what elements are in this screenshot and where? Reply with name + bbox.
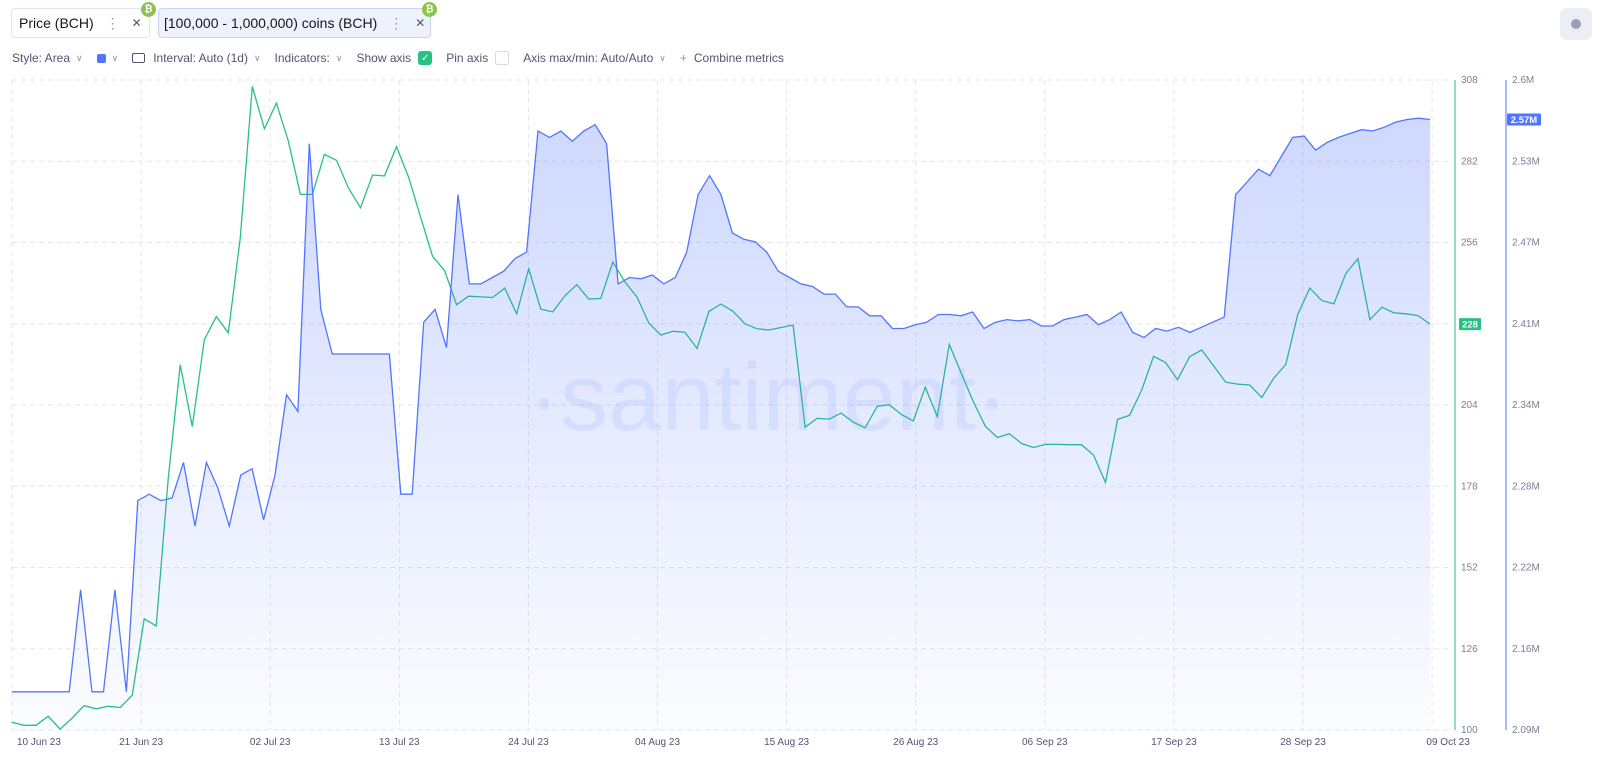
pin-axis-toggle[interactable]: Pin axis xyxy=(446,51,510,65)
close-icon[interactable]: ✕ xyxy=(131,16,142,30)
color-swatch xyxy=(96,53,106,63)
holders-last-value-badge xyxy=(1507,113,1541,126)
holders-last-value-label: 2.57M xyxy=(1511,115,1537,126)
metric-tab-price[interactable]: Price (BCH) ⋮ ✕ ₿ xyxy=(11,2,156,38)
chevron-down-icon: ∨ xyxy=(335,52,343,63)
style-dropdown[interactable]: Style: Area ∨ xyxy=(12,51,83,65)
price-axis-tick: 282 xyxy=(1461,156,1478,167)
x-tick-label: 21 Jun 23 xyxy=(119,737,163,748)
axis-maxmin-label: Axis max/min: Auto/Auto xyxy=(523,51,654,65)
price-axis-tick: 178 xyxy=(1461,481,1478,492)
x-tick-label: 17 Sep 23 xyxy=(1151,737,1197,748)
bitcoin-cash-icon: ₿ xyxy=(422,2,437,17)
holders-axis-tick: 2.22M xyxy=(1512,563,1540,574)
metric-tab-label: [100,000 - 1,000,000) coins (BCH) xyxy=(164,15,378,31)
chart-toolbar: Style: Area ∨ ∨ Interval: Auto (1d) ∨ In… xyxy=(12,48,798,68)
holders-axis-tick: 2.28M xyxy=(1512,481,1540,492)
checkbox-unchecked-icon[interactable] xyxy=(495,51,510,65)
x-tick-label: 26 Aug 23 xyxy=(893,737,938,748)
x-tick-label: 10 Jun 23 xyxy=(17,737,61,748)
price-axis-tick: 152 xyxy=(1461,563,1478,574)
close-icon[interactable]: ✕ xyxy=(415,16,426,30)
interval-label: Interval: Auto (1d) xyxy=(153,51,248,65)
x-tick-label: 24 Jul 23 xyxy=(508,737,549,748)
combine-metrics-label: Combine metrics xyxy=(693,51,784,65)
holders-axis-tick: 2.53M xyxy=(1512,156,1540,167)
show-axis-label: Show axis xyxy=(356,51,412,65)
holders-area-fill xyxy=(12,118,1430,730)
chevron-down-icon: ∨ xyxy=(659,52,666,63)
x-tick-label: 13 Jul 23 xyxy=(379,737,420,748)
price-last-value-badge xyxy=(1459,318,1481,331)
x-tick-label: 09 Oct 23 xyxy=(1426,737,1470,748)
calendar-icon xyxy=(132,53,146,63)
watermark: ·santiment· xyxy=(528,344,1008,451)
chart-grid xyxy=(11,79,1452,731)
chevron-down-icon: ∨ xyxy=(111,52,119,63)
holders-axis-tick: 2.6M xyxy=(1512,75,1534,86)
pin-axis-label: Pin axis xyxy=(446,51,489,65)
holders-axis-tick: 2.47M xyxy=(1512,238,1540,249)
holders-axis-tick: 2.09M xyxy=(1512,725,1540,736)
price-series-line xyxy=(11,86,1431,731)
show-axis-toggle[interactable]: Show axis ✓ xyxy=(356,51,433,65)
chevron-down-icon: ∨ xyxy=(76,52,83,63)
price-axis-tick: 100 xyxy=(1461,725,1478,736)
axes: 10 Jun 23 21 Jun 23 02 Jul 23 13 Jul 23 24 J… xyxy=(17,75,1541,748)
holders-axis-tick: 2.16M xyxy=(1512,644,1540,655)
color-dropdown[interactable]: ∨ xyxy=(96,52,119,64)
price-axis-tick: 204 xyxy=(1461,400,1478,411)
series-layer xyxy=(11,86,1431,731)
record-icon xyxy=(1571,19,1581,29)
style-label: Style: Area xyxy=(12,51,71,65)
holders-axis-tick: 2.41M xyxy=(1512,319,1540,330)
metric-tab-label: Price (BCH) xyxy=(19,15,94,31)
x-tick-label: 15 Aug 23 xyxy=(764,737,809,748)
price-axis-tick: 308 xyxy=(1461,75,1478,86)
holders-axis-tick: 2.34M xyxy=(1512,400,1540,411)
plus-icon: + xyxy=(679,51,687,65)
more-options-icon[interactable]: ⋮ xyxy=(389,14,404,31)
x-tick-label: 04 Aug 23 xyxy=(635,737,680,748)
price-last-value-label: 228 xyxy=(1462,320,1478,331)
metric-tab-holders[interactable]: [100,000 - 1,000,000) coins (BCH) ⋮ ✕ ₿ xyxy=(158,2,437,38)
x-tick-label: 06 Sep 23 xyxy=(1022,737,1068,748)
price-axis-tick: 256 xyxy=(1461,238,1478,249)
indicators-dropdown[interactable]: Indicators: ∨ xyxy=(275,51,343,65)
interval-dropdown[interactable]: Interval: Auto (1d) ∨ xyxy=(132,51,261,65)
price-axis-tick: 230 xyxy=(1461,319,1478,330)
axis-maxmin-dropdown[interactable]: Axis max/min: Auto/Auto ∨ xyxy=(523,51,666,65)
record-button[interactable] xyxy=(1560,8,1592,40)
combine-metrics-button[interactable]: + Combine metrics xyxy=(680,51,784,65)
bitcoin-cash-icon: ₿ xyxy=(141,2,156,17)
indicators-label: Indicators: xyxy=(274,51,330,65)
more-options-icon[interactable]: ⋮ xyxy=(105,14,120,31)
holders-series-line xyxy=(12,117,1431,693)
checkbox-checked-icon[interactable]: ✓ xyxy=(418,51,433,65)
x-tick-label: 02 Jul 23 xyxy=(250,737,291,748)
price-axis-tick: 126 xyxy=(1461,644,1478,655)
chevron-down-icon: ∨ xyxy=(253,52,261,63)
x-tick-label: 28 Sep 23 xyxy=(1280,737,1326,748)
